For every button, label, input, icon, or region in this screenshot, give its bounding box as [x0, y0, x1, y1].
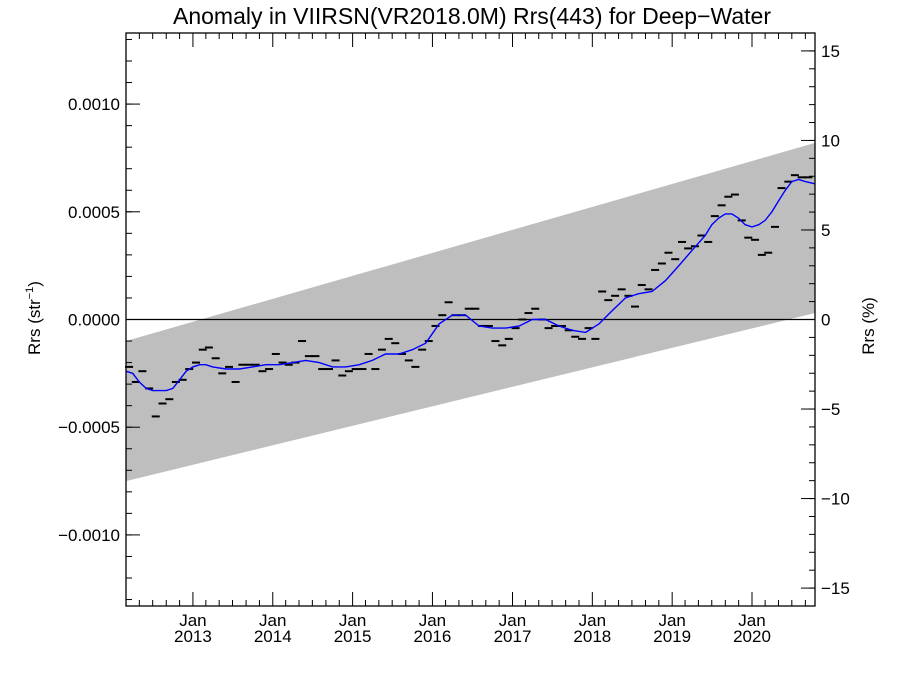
y-axis-left-title-sup: −1	[24, 287, 36, 300]
x-tick-label-month: Jan	[339, 611, 366, 630]
y-axis-right-title: Rrs (%)	[859, 297, 878, 355]
x-tick-label-year: 2016	[414, 627, 452, 646]
y-left-tick-label: −0.0010	[58, 526, 120, 545]
y-left-tick-label: −0.0005	[58, 418, 120, 437]
y-right-tick-label: −10	[821, 490, 850, 509]
y-axis-left-title: Rrs (str−1)	[24, 281, 44, 355]
y-right-tick-label: 15	[821, 42, 840, 61]
x-tick-label-year: 2015	[334, 627, 372, 646]
x-tick-label-month: Jan	[179, 611, 206, 630]
x-tick-label-year: 2014	[254, 627, 292, 646]
monthly-points	[125, 174, 813, 418]
x-tick-label-month: Jan	[259, 611, 286, 630]
x-tick-label-year: 2018	[573, 627, 611, 646]
y-left-tick-label: 0.0000	[68, 311, 120, 330]
x-tick-label-month: Jan	[499, 611, 526, 630]
x-tick-label-month: Jan	[658, 611, 685, 630]
x-tick-label-month: Jan	[579, 611, 606, 630]
y-left-tick-label: 0.0005	[68, 203, 120, 222]
y-right-tick-label: 0	[821, 311, 830, 330]
svg-text:Rrs (str−1): Rrs (str−1)	[24, 281, 44, 355]
x-tick-label-year: 2019	[653, 627, 691, 646]
y-right-tick-label: 5	[821, 221, 830, 240]
y-left-tick-label: 0.0010	[68, 95, 120, 114]
y-axis-left-title-close: )	[25, 281, 44, 287]
confidence-band	[126, 142, 815, 482]
smoothed-line	[125, 178, 816, 392]
y-axis-left-title-base: Rrs (str	[25, 299, 44, 355]
x-tick-label-year: 2017	[494, 627, 532, 646]
y-right-tick-label: 10	[821, 131, 840, 150]
y-right-tick-label: −5	[821, 400, 840, 419]
x-tick-label-month: Jan	[738, 611, 765, 630]
y-right-tick-label: −15	[821, 579, 850, 598]
x-tick-label-year: 2013	[174, 627, 212, 646]
chart-title: Anomaly in VIIRSN(VR2018.0M) Rrs(443) fo…	[173, 3, 771, 29]
plot-area: Jan2013Jan2014Jan2015Jan2016Jan2017Jan20…	[58, 32, 850, 646]
x-tick-label-month: Jan	[419, 611, 446, 630]
x-tick-label-year: 2020	[733, 627, 771, 646]
